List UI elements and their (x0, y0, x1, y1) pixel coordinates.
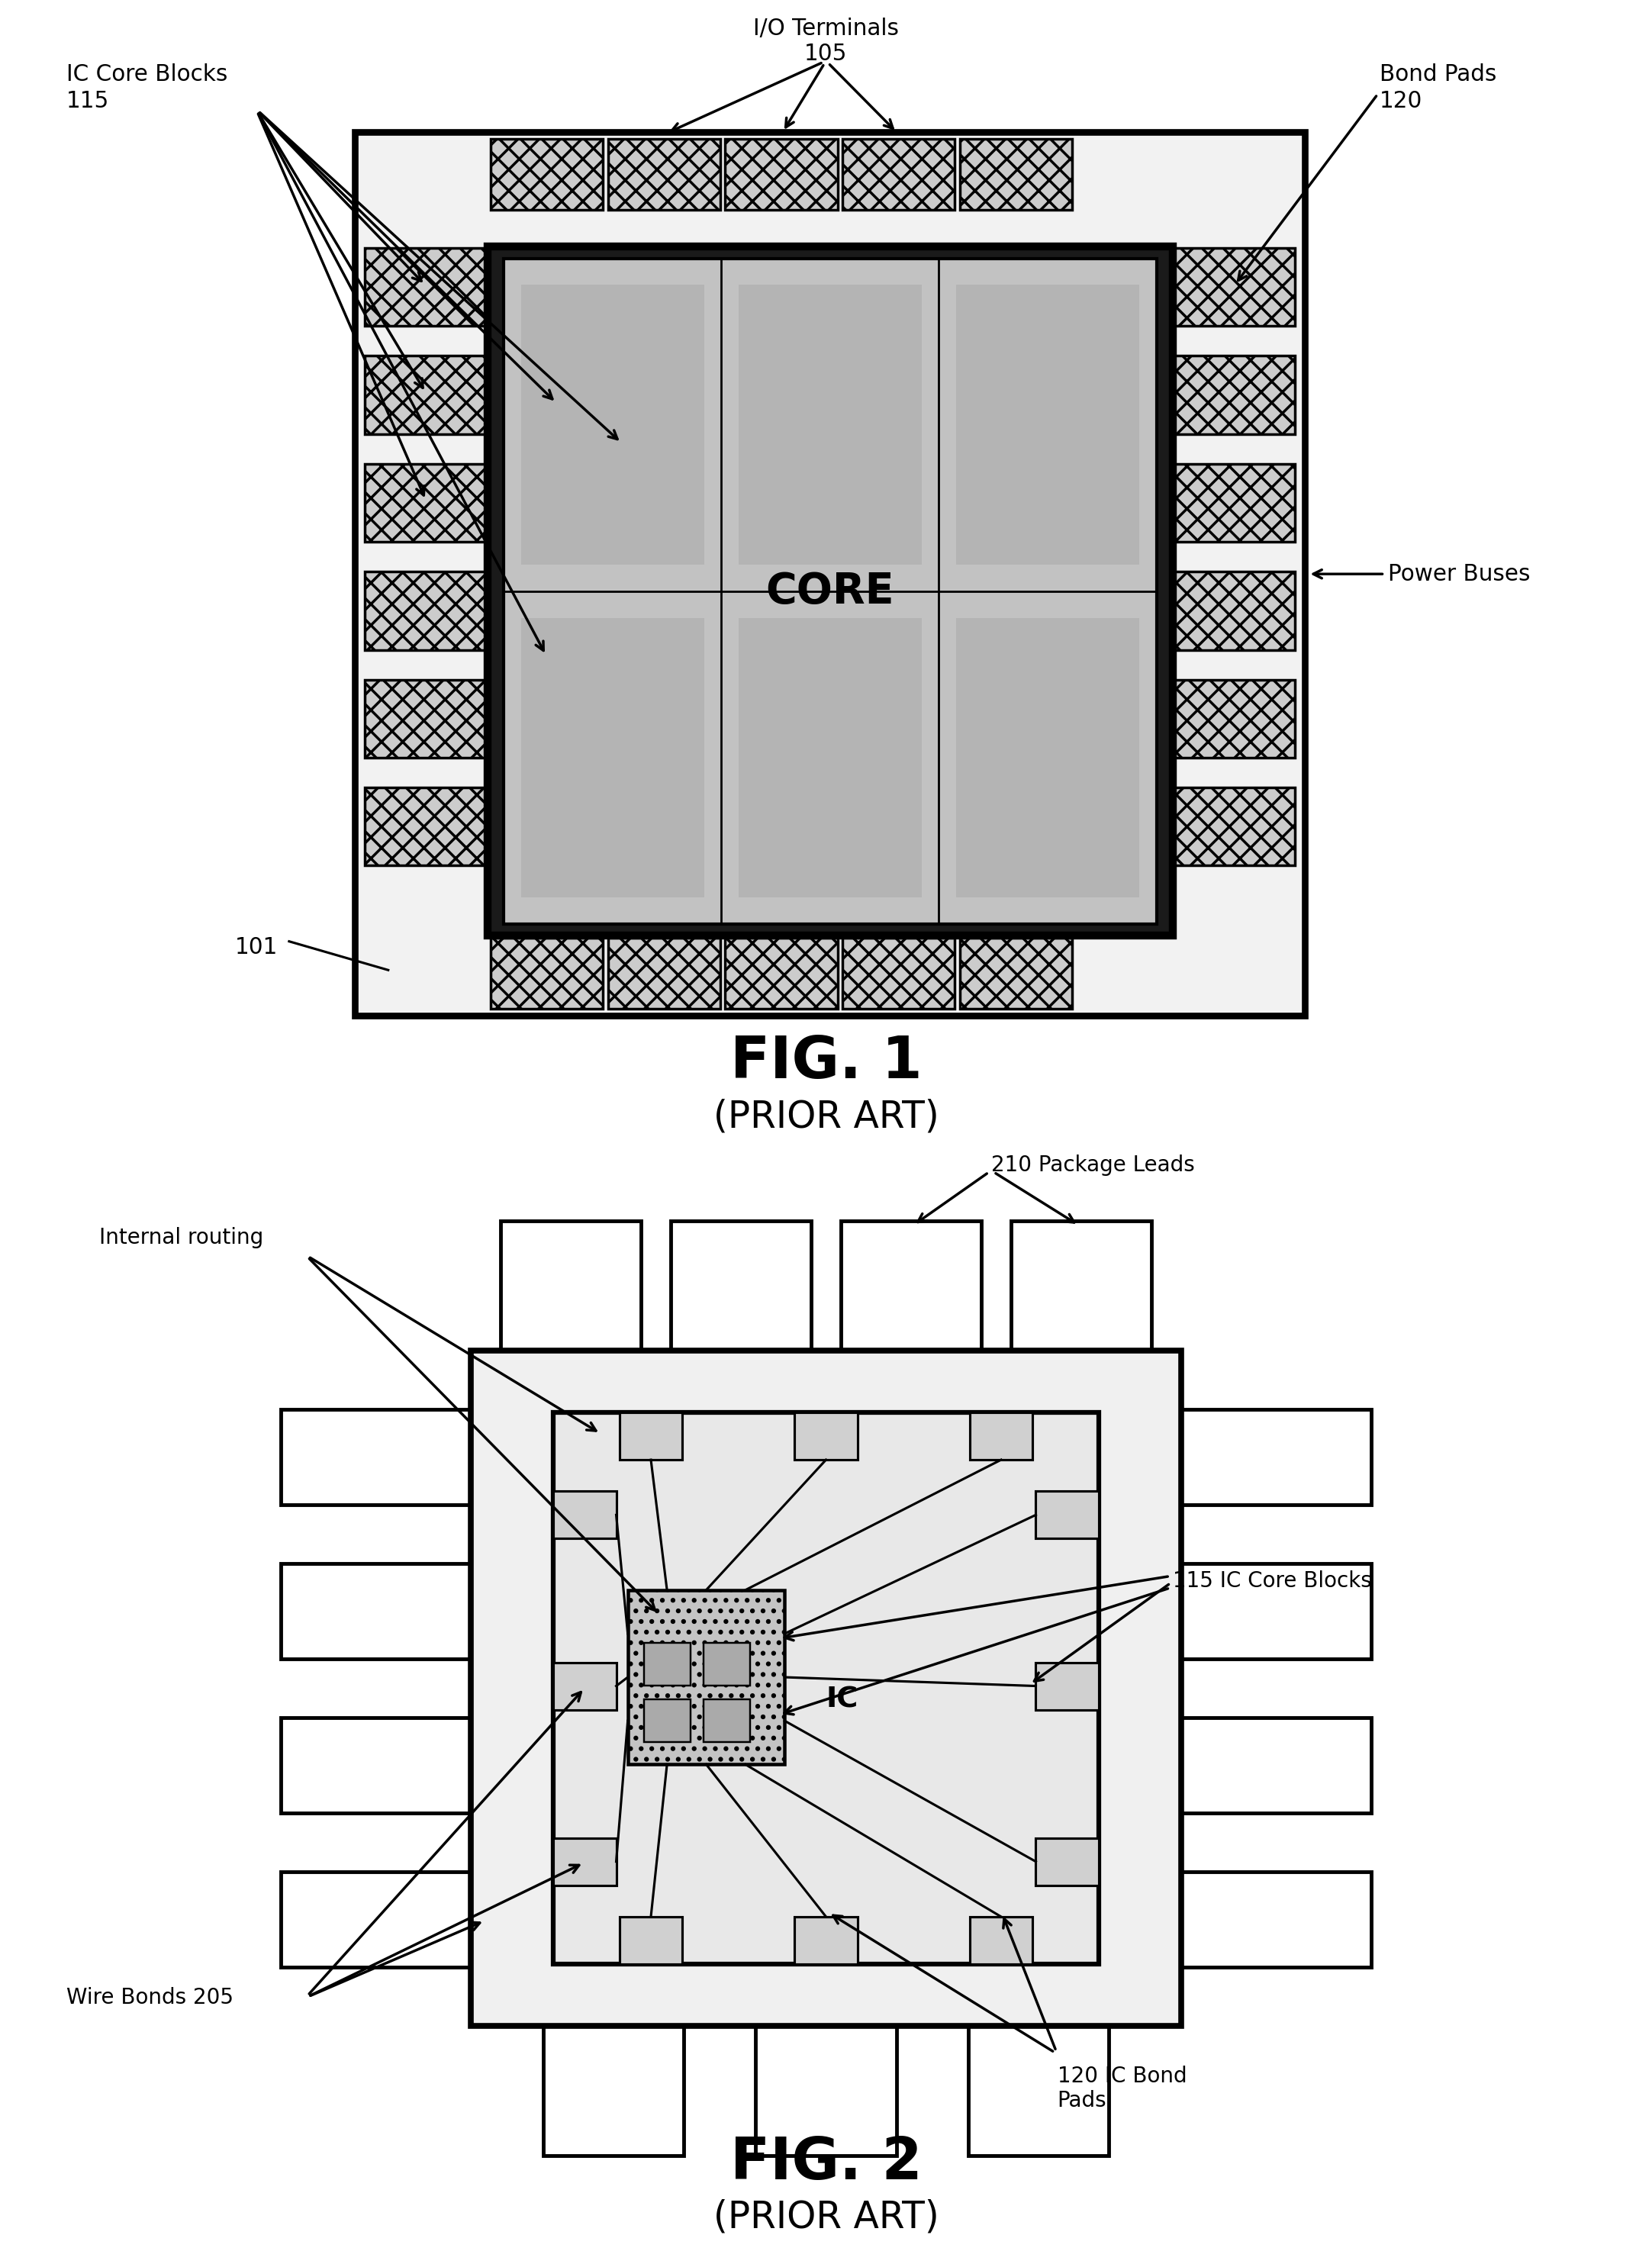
Bar (1036, 1661, 1099, 1711)
Bar (365, 248, 489, 326)
Bar (725, 140, 838, 209)
Text: Bond Pads: Bond Pads (1379, 63, 1497, 86)
Bar (1181, 1562, 1371, 1659)
Bar (1011, 1220, 1151, 1351)
Bar (487, 248, 1173, 936)
Text: (PRIOR ART): (PRIOR ART) (714, 2199, 938, 2235)
Bar (522, 617, 704, 898)
Bar (957, 286, 1138, 565)
Bar (608, 140, 720, 209)
Text: FIG. 1: FIG. 1 (730, 1033, 922, 1089)
Bar (1181, 1718, 1371, 1814)
Bar (628, 1589, 785, 1765)
Bar (1171, 788, 1295, 867)
Text: IC: IC (826, 1686, 859, 1713)
Bar (843, 140, 955, 209)
Bar (841, 1220, 981, 1351)
Bar (608, 939, 720, 1008)
Bar (553, 1661, 616, 1711)
Bar (491, 939, 603, 1008)
Bar (970, 1918, 1032, 1963)
Bar (644, 1643, 691, 1686)
Bar (1171, 356, 1295, 434)
Text: 120 IC Bond
Pads: 120 IC Bond Pads (1057, 2066, 1186, 2111)
Bar (553, 1837, 616, 1886)
Bar (553, 1414, 1099, 1963)
Bar (1171, 248, 1295, 326)
Text: 115 IC Core Blocks: 115 IC Core Blocks (1173, 1571, 1371, 1591)
Bar (957, 617, 1138, 898)
Bar (968, 2026, 1108, 2156)
Bar (757, 2026, 895, 2156)
Bar (1181, 1409, 1371, 1504)
Bar (355, 133, 1305, 1015)
Bar (1171, 572, 1295, 651)
Text: Internal routing: Internal routing (99, 1227, 263, 1249)
Text: Power Buses: Power Buses (1388, 563, 1530, 585)
Bar (795, 1414, 857, 1459)
Bar (365, 356, 489, 434)
Bar (738, 286, 922, 565)
Bar (504, 259, 1156, 925)
Bar (501, 1220, 641, 1351)
Text: CORE: CORE (767, 570, 894, 612)
Bar (1181, 1871, 1371, 1967)
Bar (704, 1700, 750, 1742)
Bar (281, 1562, 471, 1659)
Text: (PRIOR ART): (PRIOR ART) (714, 1098, 938, 1135)
Bar (281, 1871, 471, 1967)
Bar (365, 464, 489, 542)
Bar (365, 680, 489, 759)
Bar (281, 1409, 471, 1504)
Bar (725, 939, 838, 1008)
Bar (544, 2026, 684, 2156)
Bar (491, 140, 603, 209)
Text: 105: 105 (805, 43, 847, 65)
Bar (644, 1700, 691, 1742)
Bar (960, 140, 1072, 209)
Bar (704, 1643, 750, 1686)
Bar (620, 1918, 682, 1963)
Text: 115: 115 (66, 90, 109, 113)
Text: 120: 120 (1379, 90, 1422, 113)
Bar (471, 1351, 1181, 2026)
Bar (1036, 1837, 1099, 1886)
Text: IC Core Blocks: IC Core Blocks (66, 63, 228, 86)
Bar (843, 939, 955, 1008)
Bar (671, 1220, 811, 1351)
Text: I/O Terminals: I/O Terminals (753, 18, 899, 41)
Text: 210 Package Leads: 210 Package Leads (991, 1155, 1194, 1175)
Bar (738, 617, 922, 898)
Bar (795, 1918, 857, 1963)
Bar (1171, 680, 1295, 759)
Text: 101: 101 (235, 936, 278, 959)
Bar (281, 1718, 471, 1814)
Bar (522, 286, 704, 565)
Text: FIG. 2: FIG. 2 (730, 2134, 922, 2192)
Bar (970, 1414, 1032, 1459)
Bar (365, 572, 489, 651)
Bar (1036, 1490, 1099, 1540)
Bar (1171, 464, 1295, 542)
Text: Wire Bonds 205: Wire Bonds 205 (66, 1988, 233, 2008)
Bar (365, 788, 489, 867)
Bar (553, 1490, 616, 1540)
Bar (620, 1414, 682, 1459)
Bar (960, 939, 1072, 1008)
